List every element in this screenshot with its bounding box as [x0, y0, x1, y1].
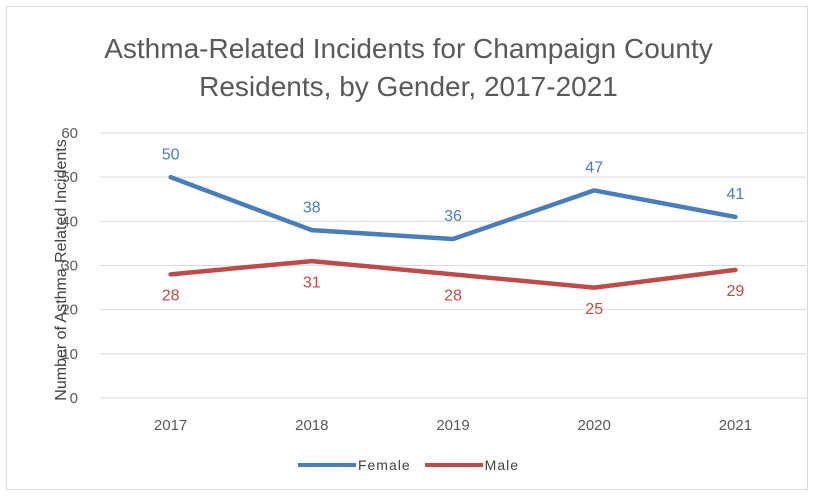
y-tick-label-30: 30 [61, 258, 78, 275]
data-label-male-2021: 29 [727, 283, 745, 300]
y-tick-label-60: 60 [61, 125, 78, 142]
data-label-male-2018: 31 [303, 274, 321, 291]
data-label-female-2019: 36 [444, 208, 462, 225]
chart-title-line-2: Residents, by Gender, 2017‐2021 [199, 71, 618, 102]
legend-item-male: Male [424, 457, 520, 473]
legend-swatch-female [297, 463, 356, 467]
data-label-male-2017: 28 [162, 288, 180, 305]
x-tick-label-2020: 2020 [578, 417, 611, 434]
data-label-female-2021: 41 [727, 186, 745, 203]
data-label-female-2017: 50 [162, 146, 180, 163]
legend-swatch-male [424, 463, 483, 467]
series-line-female [168, 174, 738, 242]
legend-item-female: Female [297, 457, 411, 473]
data-label-female-2020: 47 [585, 160, 603, 177]
legend: Female Male [0, 457, 817, 473]
legend-label-female: Female [357, 457, 411, 473]
x-tick-label-2018: 2018 [295, 417, 328, 434]
chart-title: Asthma-Related Incidents for Champaign C… [0, 30, 817, 106]
x-tick-label-2017: 2017 [154, 417, 187, 434]
legend-label-male: Male [484, 457, 520, 473]
x-tick-label-2019: 2019 [436, 417, 469, 434]
y-tick-label-40: 40 [61, 213, 78, 230]
y-tick-label-50: 50 [61, 169, 78, 186]
y-tick-label-20: 20 [61, 302, 78, 319]
series-line-male [168, 258, 738, 290]
data-label-female-2018: 38 [303, 199, 321, 216]
y-tick-label-0: 0 [70, 390, 78, 407]
chart-frame [6, 6, 808, 490]
data-label-male-2020: 25 [585, 301, 603, 318]
data-label-male-2019: 28 [444, 288, 462, 305]
x-tick-label-2021: 2021 [719, 417, 752, 434]
y-tick-label-10: 10 [61, 346, 78, 363]
chart-title-line-1: Asthma-Related Incidents for Champaign C… [104, 33, 713, 64]
